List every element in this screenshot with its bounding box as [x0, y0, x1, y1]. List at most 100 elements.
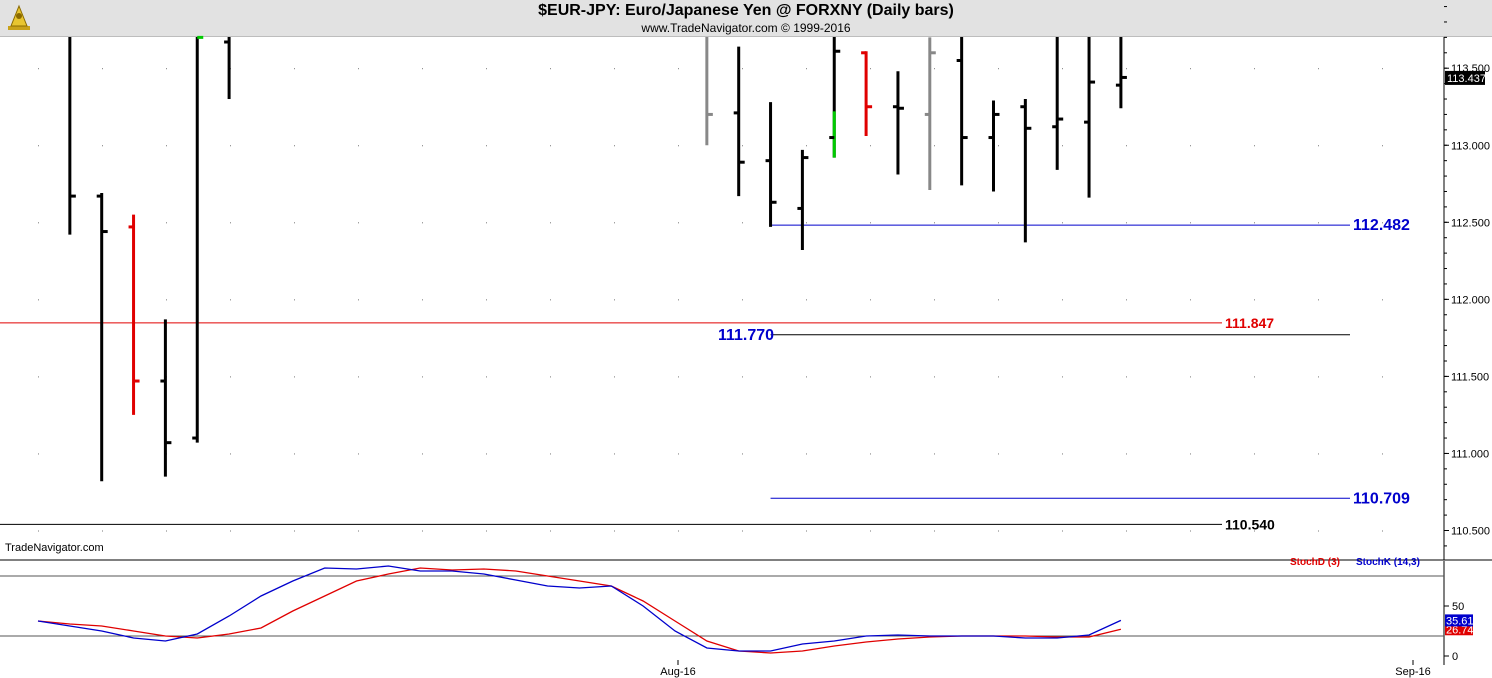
grid-dot — [1254, 145, 1255, 147]
grid-dot — [1062, 68, 1063, 70]
grid-dot — [1126, 222, 1127, 224]
price-grid — [38, 68, 1383, 532]
ohlc-bar — [543, 0, 554, 37]
grid-dot — [230, 299, 231, 301]
grid-dot — [1062, 145, 1063, 147]
grid-dot — [486, 68, 487, 70]
price-axis-label: 113.000 — [1451, 140, 1490, 152]
grid-dot — [166, 68, 167, 70]
grid-dot — [422, 453, 423, 455]
grid-dot — [294, 222, 295, 224]
grid-dot — [486, 145, 487, 147]
grid-dot — [678, 222, 679, 224]
grid-dot — [678, 376, 679, 378]
grid-dot — [806, 222, 807, 224]
grid-dot — [1190, 299, 1191, 301]
level-label: 110.540 — [1225, 516, 1275, 532]
ohlc-bar — [288, 0, 299, 37]
grid-dot — [422, 376, 423, 378]
grid-dot — [294, 299, 295, 301]
grid-dot — [1382, 530, 1383, 532]
ohlc-bar — [415, 0, 426, 37]
grid-dot — [1062, 299, 1063, 301]
grid-dot — [614, 222, 615, 224]
grid-dot — [678, 68, 679, 70]
grid-dot — [294, 68, 295, 70]
stoch-last-label: 35.61 — [1446, 615, 1474, 627]
grid-dot — [1254, 376, 1255, 378]
grid-dot — [1190, 453, 1191, 455]
price-axis-label: 111.500 — [1451, 371, 1489, 383]
grid-dot — [422, 530, 423, 532]
price-axis-label: 110.500 — [1451, 526, 1490, 538]
price-axis-label: 112.500 — [1451, 217, 1490, 229]
grid-dot — [614, 145, 615, 147]
grid-dot — [38, 376, 39, 378]
grid-dot — [230, 530, 231, 532]
grid-dot — [486, 453, 487, 455]
grid-dot — [38, 145, 39, 147]
grid-dot — [1254, 68, 1255, 70]
grid-dot — [230, 453, 231, 455]
last-price-label: 113.437 — [1447, 73, 1486, 85]
grid-dot — [742, 145, 743, 147]
chart-title: $EUR-JPY: Euro/Japanese Yen @ FORXNY (Da… — [538, 2, 954, 19]
grid-dot — [1062, 453, 1063, 455]
grid-dot — [1382, 299, 1383, 301]
ohlc-bar — [320, 0, 331, 37]
ohlc-bar — [192, 35, 204, 443]
grid-dot — [1062, 376, 1063, 378]
grid-dot — [1254, 299, 1255, 301]
ohlc-bar — [128, 214, 140, 415]
grid-dot — [294, 145, 295, 147]
grid-dot — [934, 68, 935, 70]
ohlc-bar — [670, 0, 681, 37]
grid-dot — [1126, 376, 1127, 378]
price-axis-label: 112.000 — [1451, 294, 1490, 306]
grid-dot — [742, 530, 743, 532]
grid-dot — [1382, 68, 1383, 70]
ohlc-bar — [797, 149, 809, 251]
ohlc-bar — [574, 0, 585, 37]
ohlc-bar — [1084, 37, 1096, 198]
grid-dot — [166, 145, 167, 147]
grid-dot — [934, 299, 935, 301]
grid-dot — [358, 145, 359, 147]
grid-dot — [870, 530, 871, 532]
chart-header: $EUR-JPY: Euro/Japanese Yen @ FORXNY (Da… — [0, 0, 1492, 37]
grid-dot — [358, 376, 359, 378]
grid-dot — [1126, 453, 1127, 455]
grid-dot — [230, 145, 231, 147]
grid-dot — [358, 68, 359, 70]
grid-dot — [1318, 222, 1319, 224]
grid-dot — [998, 453, 999, 455]
ohlc-bar — [829, 37, 841, 158]
grid-dot — [38, 68, 39, 70]
grid-dot — [166, 222, 167, 224]
ohlc-bar — [68, 37, 76, 235]
grid-dot — [678, 453, 679, 455]
ohlc-bar — [256, 0, 267, 37]
grid-dot — [1062, 222, 1063, 224]
grid-dot — [102, 68, 103, 70]
ohlc-bar — [160, 319, 172, 477]
grid-dot — [358, 530, 359, 532]
grid-dot — [38, 453, 39, 455]
grid-dot — [870, 453, 871, 455]
date-axis-label: Aug-16 — [660, 666, 695, 678]
grid-dot — [486, 299, 487, 301]
grid-dot — [550, 530, 551, 532]
grid-dot — [998, 222, 999, 224]
grid-dot — [1190, 145, 1191, 147]
grid-dot — [998, 299, 999, 301]
grid-dot — [870, 222, 871, 224]
grid-dot — [998, 68, 999, 70]
grid-dot — [998, 376, 999, 378]
grid-dot — [1318, 453, 1319, 455]
grid-dot — [678, 299, 679, 301]
grid-dot — [806, 299, 807, 301]
grid-dot — [550, 68, 551, 70]
grid-dot — [166, 299, 167, 301]
